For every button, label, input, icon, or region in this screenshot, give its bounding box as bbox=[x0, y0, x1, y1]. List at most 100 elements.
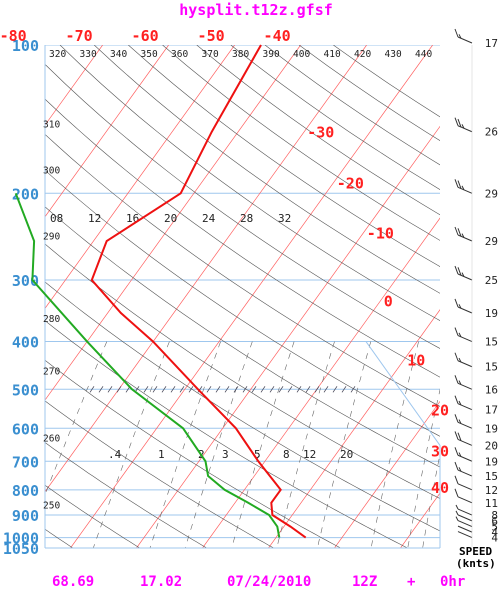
wind-barb bbox=[457, 525, 473, 533]
wind-speed-label: 19 bbox=[485, 307, 498, 320]
speed-label-line2: (knts) bbox=[456, 557, 496, 570]
mixing-ratio-label: 08 bbox=[50, 212, 63, 225]
mixing-ratio-label: 3 bbox=[222, 448, 229, 461]
inversion-hatch-mark bbox=[296, 386, 302, 393]
inversion-hatch-mark bbox=[179, 386, 185, 393]
dry-adiabat-line bbox=[59, 45, 440, 321]
inversion-hatch-mark bbox=[287, 386, 293, 393]
wind-barb bbox=[457, 508, 473, 516]
wind-barb bbox=[457, 514, 473, 522]
wind-barb-half bbox=[458, 467, 462, 472]
pressure-tick-label: 500 bbox=[12, 381, 39, 399]
wind-speed-label: 17 bbox=[485, 37, 498, 50]
pressure-tick-label: 1050 bbox=[3, 540, 39, 558]
inversion-hatch-mark bbox=[152, 386, 158, 393]
theta-label: 440 bbox=[415, 49, 432, 60]
pressure-tick-label: 800 bbox=[12, 482, 39, 500]
dry-adiabat-line bbox=[45, 320, 408, 548]
mixing-ratio-label: 12 bbox=[88, 212, 101, 225]
mixing-ratio-label: 8 bbox=[283, 448, 290, 461]
wind-speed-label: 15 bbox=[485, 336, 498, 349]
wind-barb-half bbox=[461, 272, 465, 277]
theta-label: 260 bbox=[43, 434, 60, 445]
dry-adiabat-line bbox=[45, 484, 140, 548]
temperature-line bbox=[90, 44, 307, 539]
isotherm-line bbox=[334, 400, 440, 548]
mixing-ratio-line bbox=[231, 341, 295, 548]
inversion-hatch-mark bbox=[116, 386, 122, 393]
mixing-ratio-label: 24 bbox=[202, 212, 216, 225]
isotherm-line bbox=[202, 217, 440, 548]
inversion-hatch-mark bbox=[323, 386, 329, 393]
clipped-grid bbox=[0, 45, 440, 548]
sounding-footer: 68.69 17.02 07/24/2010 12Z + 0hr bbox=[52, 574, 465, 590]
wind-speed-label: 5 bbox=[491, 521, 498, 534]
inversion-hatch-mark bbox=[107, 386, 113, 393]
dry-adiabat-line bbox=[0, 45, 6, 548]
wind-barb bbox=[457, 273, 473, 281]
wind-barb-flag bbox=[454, 475, 459, 485]
temperature-tick-label: 0 bbox=[384, 292, 393, 310]
wind-speed-label: 6 bbox=[491, 515, 498, 528]
mixing-ratio-label: 1 bbox=[158, 448, 165, 461]
inversion-hatch-mark bbox=[170, 386, 176, 393]
wind-barb-half bbox=[461, 233, 465, 238]
wind-barb-half bbox=[458, 304, 462, 309]
theta-label: 330 bbox=[80, 49, 97, 60]
temperature-tick-label: 20 bbox=[431, 402, 449, 420]
inversion-hatch-mark bbox=[269, 386, 275, 393]
wind-barb bbox=[457, 125, 473, 133]
isotherm-line bbox=[45, 45, 169, 218]
wind-barb bbox=[457, 496, 473, 504]
dry-adiabat-line bbox=[45, 400, 274, 548]
temperature-tick-label: -30 bbox=[307, 124, 334, 142]
theta-label: 430 bbox=[385, 49, 402, 60]
wind-barb bbox=[457, 382, 473, 390]
pressure-tick-label: 400 bbox=[12, 334, 39, 352]
wind-barb-flag bbox=[454, 352, 459, 361]
temperature-tick-label: -40 bbox=[264, 27, 291, 45]
dry-adiabat-line bbox=[333, 45, 440, 118]
isotherm-line bbox=[45, 45, 235, 309]
mixing-ratio-line bbox=[407, 388, 440, 548]
wind-barb-flag bbox=[454, 28, 459, 38]
inversion-hatch-mark bbox=[215, 386, 221, 393]
inversion-hatch-mark bbox=[161, 386, 167, 393]
wind-speed-label: 25 bbox=[485, 274, 498, 287]
inversion-hatch-mark bbox=[233, 386, 239, 393]
pressure-tick-label: 100 bbox=[12, 37, 39, 55]
wind-barb-half bbox=[458, 357, 462, 363]
dry-adiabat-line bbox=[45, 206, 440, 468]
wind-barb-half bbox=[458, 419, 462, 424]
mixing-ratio-label: 20 bbox=[340, 448, 353, 461]
wind-barb-flag bbox=[457, 267, 462, 276]
wind-barb bbox=[457, 186, 473, 194]
wind-barb bbox=[457, 531, 473, 539]
wind-speed-label: 8 bbox=[491, 509, 498, 522]
wind-barb bbox=[457, 335, 473, 343]
dry-adiabat-line bbox=[128, 45, 440, 267]
theta-label: 300 bbox=[43, 166, 60, 177]
pressure-tick-label: 600 bbox=[12, 420, 39, 438]
temperature-tick-label: -60 bbox=[132, 27, 159, 45]
theta-label: 410 bbox=[324, 49, 341, 60]
wind-barb-half bbox=[455, 516, 459, 521]
inversion-hatch-mark bbox=[89, 386, 95, 393]
wind-speed-label: 15 bbox=[485, 361, 498, 374]
wind-barb-flag bbox=[454, 298, 459, 308]
wind-barb bbox=[457, 306, 473, 314]
isotherm-line bbox=[0, 45, 37, 548]
wind-barb-half bbox=[458, 452, 462, 457]
wind-barb bbox=[457, 403, 473, 411]
inversion-hatch-mark bbox=[98, 386, 104, 393]
wind-barb-flag bbox=[454, 461, 459, 471]
wind-speed-label: 20 bbox=[485, 439, 498, 452]
dry-adiabat-line bbox=[162, 45, 440, 241]
pressure-tick-label: 300 bbox=[12, 272, 39, 290]
mixing-ratio-line bbox=[276, 341, 335, 548]
plot-right-edge bbox=[365, 341, 441, 548]
inversion-hatch-mark bbox=[341, 386, 347, 393]
wind-speed-label: 26 bbox=[485, 126, 498, 139]
wind-barb-flag bbox=[454, 265, 459, 275]
